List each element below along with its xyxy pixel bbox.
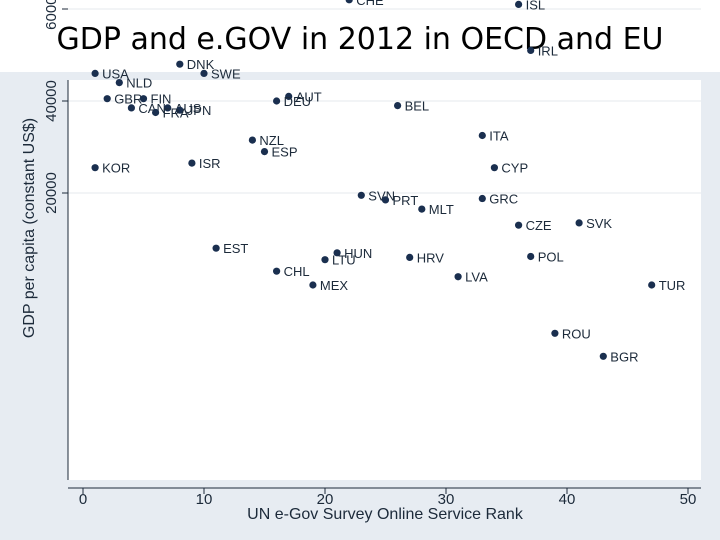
point-label: JPN	[187, 103, 212, 118]
point-label: AUT	[296, 89, 322, 104]
data-point	[200, 69, 208, 77]
x-tick-label: 10	[196, 491, 213, 508]
point-label: ESP	[272, 145, 298, 160]
data-point	[381, 196, 390, 204]
point-label: PRT	[393, 193, 419, 208]
point-label: DNK	[187, 57, 215, 72]
data-point	[575, 219, 583, 227]
point-label: FRA	[163, 106, 189, 121]
data-point	[406, 253, 414, 261]
point-label: BGR	[610, 349, 638, 364]
point-label: HUN	[344, 246, 372, 261]
data-point	[599, 352, 607, 360]
data-point	[260, 148, 269, 156]
data-point	[139, 95, 148, 103]
data-point	[478, 194, 486, 203]
y-axis-ticks: 20000400006000080000	[43, 0, 68, 214]
data-point	[91, 164, 99, 172]
point-label: DEU	[284, 94, 311, 109]
data-point	[333, 249, 341, 257]
point-label: ISL	[526, 0, 546, 12]
data-point	[273, 267, 281, 275]
data-point	[515, 0, 523, 8]
data-point	[357, 191, 365, 199]
y-tick-label: 60000	[43, 0, 60, 30]
x-axis-ticks: 0 10 20 30 40 50	[79, 488, 697, 508]
point-label: CHL	[284, 264, 310, 279]
data-point	[309, 281, 317, 289]
gridlines	[68, 8, 701, 194]
y-tick-label: 20000	[43, 172, 60, 214]
x-tick-label: 50	[680, 491, 697, 508]
data-point	[103, 95, 111, 103]
data-point	[285, 92, 293, 100]
data-point	[212, 244, 220, 252]
x-tick-label: 40	[559, 491, 576, 508]
data-point	[164, 104, 172, 112]
point-label: USA	[102, 66, 129, 81]
data-point	[248, 136, 256, 144]
data-point	[490, 164, 498, 172]
point-label: POL	[538, 249, 564, 264]
point-label: SWE	[211, 66, 241, 81]
data-point	[91, 69, 99, 77]
point-label: IRL	[538, 43, 558, 58]
data-point	[321, 256, 329, 264]
point-label: FIN	[151, 92, 172, 107]
data-point	[478, 131, 486, 140]
x-tick-label: 20	[317, 491, 334, 508]
data-point	[454, 273, 462, 281]
point-label: MEX	[320, 278, 349, 293]
point-label: KOR	[102, 161, 130, 176]
data-point	[188, 159, 196, 167]
point-label: HRV	[417, 250, 445, 265]
point-label: GBR	[114, 92, 142, 107]
point-label: ROU	[562, 326, 591, 341]
point-label: LTU	[332, 253, 356, 268]
slide-title: GDP and e.GOV in 2012 in OECD and EU	[56, 22, 664, 57]
data-point	[127, 104, 135, 112]
point-label: CZE	[526, 218, 552, 233]
data-points: LUXNORCHEISLIRLUSADNKSWENLDGBRFINAUTDEUC…	[91, 0, 686, 364]
point-label: NZL	[259, 133, 284, 148]
data-point	[273, 97, 281, 105]
point-label: NLD	[126, 76, 152, 91]
data-point	[527, 252, 535, 261]
x-axis-label: UN e-Gov Survey Online Service Rank	[247, 506, 524, 523]
x-tick-label: 30	[438, 491, 455, 508]
point-label: LVA	[465, 270, 488, 285]
point-label: BEL	[405, 99, 430, 114]
data-point	[152, 108, 160, 117]
data-point	[345, 0, 353, 4]
point-label: SVN	[368, 188, 395, 203]
plot-panel	[68, 80, 701, 480]
point-label: ISR	[199, 156, 221, 171]
point-label: SVK	[586, 216, 612, 231]
point-label: ITA	[489, 129, 509, 144]
y-tick-label: 40000	[43, 80, 60, 122]
point-label: GRC	[489, 192, 518, 207]
data-point	[115, 79, 123, 87]
point-label: CHE	[356, 0, 384, 8]
data-point	[418, 205, 426, 213]
data-point	[394, 102, 402, 110]
data-point	[176, 60, 184, 68]
x-tick-label: 0	[79, 491, 87, 508]
data-point	[551, 329, 559, 337]
point-label: MLT	[429, 202, 454, 217]
data-point	[648, 281, 656, 289]
data-point	[527, 46, 535, 55]
point-label: CYP	[501, 161, 528, 176]
data-point	[176, 106, 184, 114]
point-label: EST	[223, 241, 248, 256]
data-point	[515, 221, 523, 229]
point-label: TUR	[659, 278, 686, 293]
y-axis-label: GDP per capita (constant US$)	[21, 118, 38, 338]
